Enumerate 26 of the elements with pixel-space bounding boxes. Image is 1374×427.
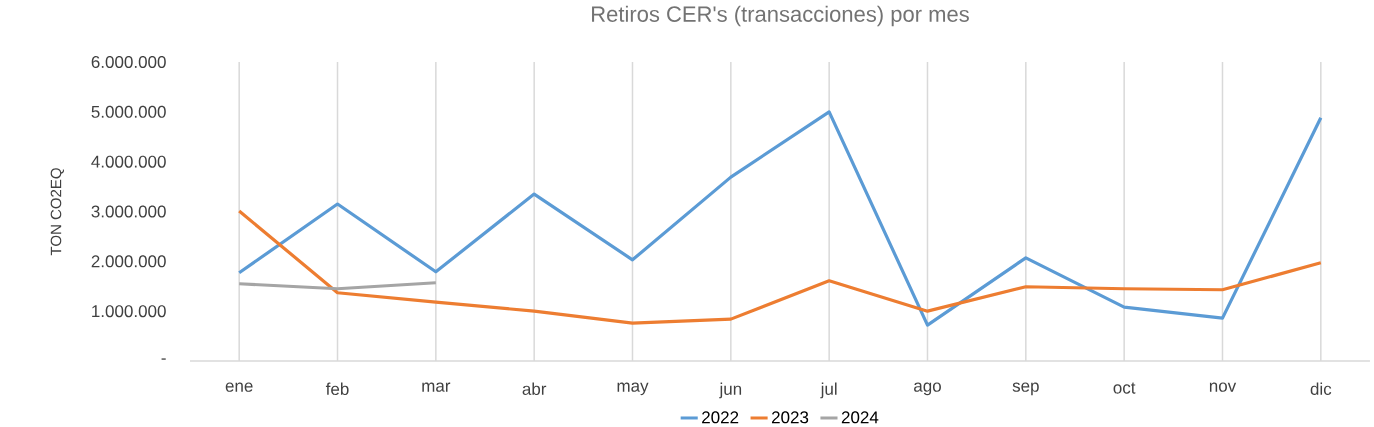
y-tick-label: 2.000.000 xyxy=(91,255,166,268)
x-tick-label: mar xyxy=(422,382,451,392)
y-tick-label: 1.000.000 xyxy=(92,305,166,318)
x-tick-label: ago xyxy=(914,382,941,396)
y-tick-label: - xyxy=(161,358,166,360)
x-tick-label: oct xyxy=(1113,382,1136,394)
y-tick-label: 5.000.000 xyxy=(91,105,166,118)
x-tick-label: jul xyxy=(820,382,837,399)
x-tick-label: nov xyxy=(1209,382,1237,392)
y-axis-title: TON CO2EQ xyxy=(50,168,64,256)
x-tick-label: dic xyxy=(1310,382,1332,396)
x-tick-label: jun xyxy=(719,382,742,399)
legend-label: 2022 xyxy=(702,411,739,424)
legend-label: 2023 xyxy=(771,411,809,424)
line-series xyxy=(237,110,1323,327)
x-tick-label: may xyxy=(617,382,649,396)
x-tick-label: feb xyxy=(325,382,349,396)
chart-title: Retiros CER's (transacciones) por mes xyxy=(592,5,969,27)
legend-label: 2024 xyxy=(841,411,879,424)
y-tick-label: 3.000.000 xyxy=(91,205,166,218)
y-tick-label: 6.000.000 xyxy=(91,55,166,69)
x-tick-label: abr xyxy=(522,382,547,396)
x-tick-label: sep xyxy=(1012,382,1039,396)
x-tick-label: ene xyxy=(225,382,253,392)
y-tick-label: 4.000.000 xyxy=(91,155,166,168)
line-series xyxy=(237,209,1323,325)
